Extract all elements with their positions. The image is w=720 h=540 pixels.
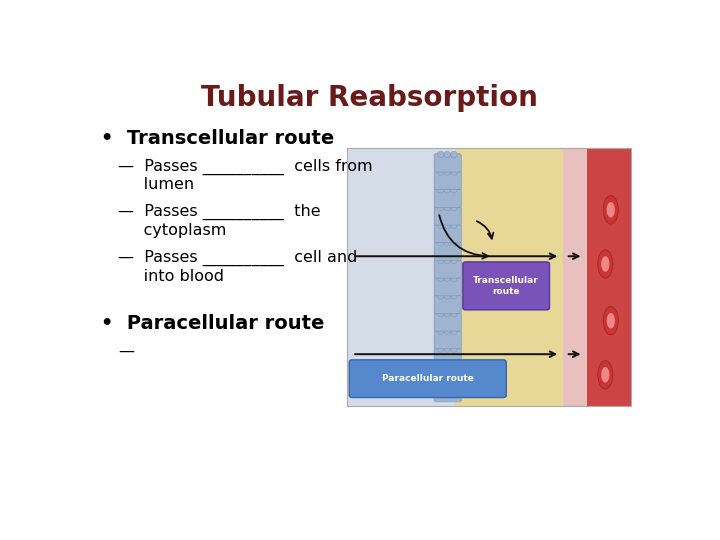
- FancyBboxPatch shape: [434, 295, 462, 313]
- Ellipse shape: [437, 240, 444, 246]
- Text: cytoplasm: cytoplasm: [118, 223, 226, 238]
- Ellipse shape: [598, 361, 613, 389]
- Ellipse shape: [437, 346, 444, 352]
- FancyBboxPatch shape: [434, 242, 462, 260]
- Ellipse shape: [437, 151, 444, 158]
- FancyBboxPatch shape: [434, 225, 462, 243]
- Ellipse shape: [444, 381, 451, 388]
- Ellipse shape: [444, 275, 451, 281]
- FancyArrowPatch shape: [477, 221, 493, 239]
- Ellipse shape: [437, 381, 444, 388]
- FancyBboxPatch shape: [434, 383, 462, 402]
- Text: —  Passes __________  cell and: — Passes __________ cell and: [118, 250, 357, 266]
- FancyBboxPatch shape: [434, 260, 462, 278]
- Text: —  Passes __________  the: — Passes __________ the: [118, 204, 320, 220]
- FancyBboxPatch shape: [434, 189, 462, 207]
- FancyBboxPatch shape: [434, 348, 462, 367]
- Text: Paracellular route: Paracellular route: [382, 374, 474, 383]
- Ellipse shape: [451, 187, 457, 193]
- Ellipse shape: [437, 275, 444, 281]
- FancyBboxPatch shape: [434, 207, 462, 225]
- Text: —: —: [118, 343, 134, 359]
- Ellipse shape: [603, 307, 618, 335]
- Text: •  Paracellular route: • Paracellular route: [101, 314, 325, 333]
- Ellipse shape: [444, 328, 451, 334]
- FancyBboxPatch shape: [434, 154, 462, 172]
- Ellipse shape: [451, 204, 457, 211]
- Ellipse shape: [444, 346, 451, 352]
- FancyBboxPatch shape: [463, 262, 549, 310]
- Ellipse shape: [451, 328, 457, 334]
- Bar: [347, 148, 631, 406]
- FancyBboxPatch shape: [434, 171, 462, 190]
- Ellipse shape: [444, 257, 451, 264]
- Bar: [563, 148, 631, 406]
- Ellipse shape: [451, 293, 457, 299]
- Ellipse shape: [444, 187, 451, 193]
- Text: Transcellular
route: Transcellular route: [473, 276, 539, 296]
- Ellipse shape: [437, 222, 444, 228]
- FancyBboxPatch shape: [434, 278, 462, 296]
- Text: lumen: lumen: [118, 177, 194, 192]
- Ellipse shape: [451, 240, 457, 246]
- Ellipse shape: [451, 275, 457, 281]
- Ellipse shape: [437, 169, 444, 176]
- Ellipse shape: [451, 363, 457, 370]
- Ellipse shape: [437, 293, 444, 299]
- Ellipse shape: [444, 222, 451, 228]
- Ellipse shape: [444, 240, 451, 246]
- FancyBboxPatch shape: [434, 366, 462, 384]
- Ellipse shape: [437, 310, 444, 317]
- Ellipse shape: [437, 363, 444, 370]
- Ellipse shape: [451, 151, 457, 158]
- Text: •  Transcellular route: • Transcellular route: [101, 129, 334, 149]
- Ellipse shape: [444, 363, 451, 370]
- Ellipse shape: [451, 346, 457, 352]
- Ellipse shape: [607, 202, 615, 218]
- Text: —  Passes __________  cells from: — Passes __________ cells from: [118, 158, 372, 174]
- Ellipse shape: [601, 256, 609, 272]
- Ellipse shape: [451, 257, 457, 264]
- Ellipse shape: [444, 151, 451, 158]
- Ellipse shape: [437, 328, 444, 334]
- Ellipse shape: [601, 367, 609, 383]
- Ellipse shape: [451, 222, 457, 228]
- FancyBboxPatch shape: [434, 313, 462, 331]
- Text: Tubular Reabsorption: Tubular Reabsorption: [201, 84, 537, 112]
- Bar: [347, 148, 455, 406]
- Bar: [587, 148, 631, 406]
- Ellipse shape: [444, 204, 451, 211]
- Ellipse shape: [598, 250, 613, 278]
- Ellipse shape: [444, 169, 451, 176]
- Ellipse shape: [607, 313, 615, 328]
- Ellipse shape: [451, 381, 457, 388]
- Ellipse shape: [444, 293, 451, 299]
- Ellipse shape: [603, 195, 618, 224]
- FancyBboxPatch shape: [434, 330, 462, 349]
- Ellipse shape: [437, 257, 444, 264]
- FancyBboxPatch shape: [349, 360, 506, 397]
- Ellipse shape: [451, 169, 457, 176]
- Text: into blood: into blood: [118, 268, 224, 284]
- Ellipse shape: [437, 187, 444, 193]
- Ellipse shape: [451, 310, 457, 317]
- Bar: [455, 148, 563, 406]
- FancyArrowPatch shape: [439, 215, 488, 259]
- Ellipse shape: [444, 310, 451, 317]
- Ellipse shape: [437, 204, 444, 211]
